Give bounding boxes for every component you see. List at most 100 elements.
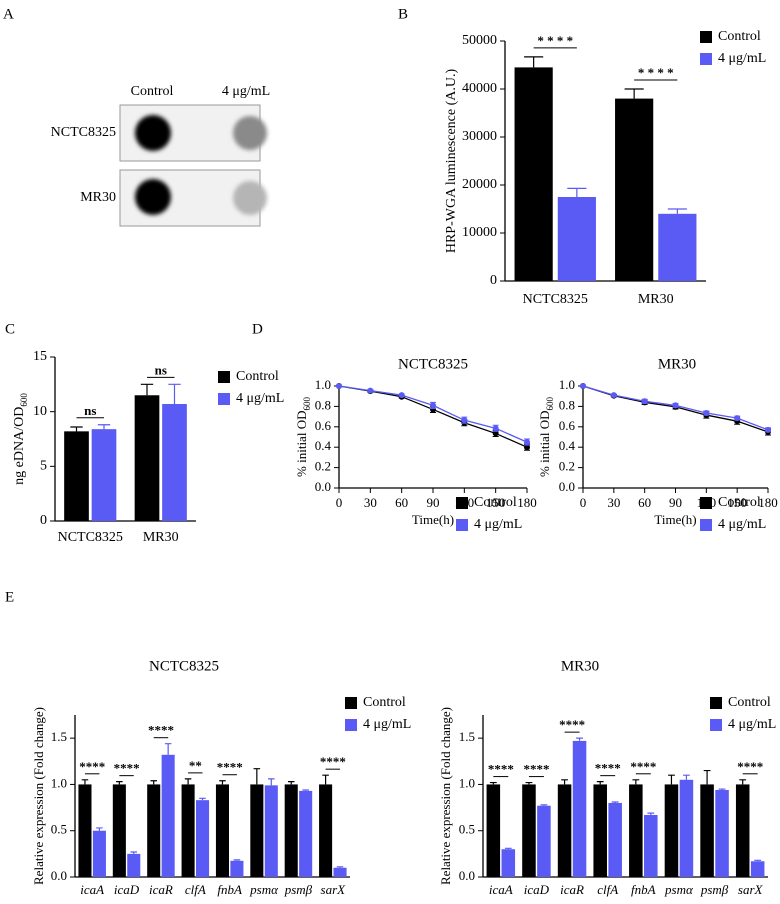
y-tick-label: 50000 [462,33,497,48]
bar [64,431,89,521]
y-tick-label: 0.2 [559,459,575,474]
error-bar [336,866,344,868]
x-tick-label: sarX [738,882,764,897]
bar [112,784,126,877]
legend-label: Control [718,495,761,510]
x-tick-label: psmα [249,882,279,897]
significance-label: **** [114,761,140,776]
significance-label: ** [189,758,202,773]
y-axis-label-text: % initial OD [294,411,309,477]
x-tick-label: 60 [638,495,651,510]
blot-column: 4 μg/mL [222,84,270,99]
y-tick-label: 0.0 [315,479,331,494]
error-bar [164,743,172,755]
error-bar [302,789,309,791]
y-tick-label: 0.4 [315,438,332,453]
y-tick-label: 10000 [462,225,497,240]
error-bar [81,779,89,785]
y-tick-label: 0.5 [51,822,67,837]
x-tick-label: psmβ [284,882,313,897]
error-bar [667,208,687,214]
y-axis-label: % initial OD600 [537,397,555,477]
legend-label: 4 μg/mL [474,517,522,532]
y-tick-label: 0.4 [559,438,576,453]
x-tick-label: clfA [597,882,618,897]
y-axis-label-text: % initial OD [537,411,552,477]
bar [215,784,229,877]
y-tick-label: 20000 [462,177,497,192]
x-tick-label: 0 [336,495,343,510]
error-bar [739,779,747,785]
point [461,417,468,424]
bar [557,784,572,877]
bar [608,802,622,877]
error-bar [567,187,587,197]
error-bar [718,788,726,790]
point [492,425,499,432]
chart-title: MR30 [658,356,696,372]
x-tick-label: 90 [427,495,440,510]
series-line [338,385,528,443]
bar [264,785,278,877]
point [641,398,648,405]
x-tick-label: icaR [149,882,173,897]
bar [593,784,607,877]
significance-label: **** [523,762,549,777]
y-tick-label: 0.0 [459,868,475,883]
significance-label: **** [595,761,621,776]
bar [514,67,553,282]
bar [147,784,161,877]
x-tick-label: clfA [185,882,206,897]
bar [664,784,679,877]
legend-swatch [218,393,230,405]
y-axis-label: Relative expression (Fold change) [31,707,46,885]
bar [161,754,175,877]
bar [522,784,536,877]
panel-label: C [5,321,15,337]
bar [735,784,750,877]
error-bar [489,781,497,785]
y-tick-label: 0.6 [559,418,576,433]
y-tick-label: 0.0 [51,868,67,883]
legend-label: Control [363,695,406,710]
y-tick-label: 0.8 [559,397,575,412]
y-axis-label-sub: 600 [302,397,312,411]
x-tick-label: 180 [758,495,778,510]
point [672,402,679,409]
error-bar [540,804,548,806]
x-tick-label: NCTC8325 [58,530,123,545]
bar [501,849,516,877]
x-tick-label: icaA [489,882,513,897]
y-axis-label-sub: 600 [19,393,29,407]
significance-label: **** [559,717,585,732]
error-bar [754,859,762,862]
significance-label: **** [488,762,514,777]
panel-label: D [252,321,263,337]
y-tick-label: 1.0 [459,775,475,790]
error-bar [647,812,655,815]
y-axis-label-text: ng eDNA/OD [12,407,27,485]
y-tick-label: 30000 [462,129,497,144]
blot-dot [233,116,267,150]
significance-label: **** [737,759,763,774]
x-axis-label: Time(h) [654,512,696,527]
error-bar [683,774,690,780]
bar [299,790,313,877]
point [765,426,771,433]
legend-swatch [700,53,712,65]
point [734,415,741,422]
x-tick-label: 150 [727,495,747,510]
error-bar [668,774,675,785]
y-tick-label: 0.5 [459,822,475,837]
x-tick-label: sarX [321,882,347,897]
bar [557,197,596,281]
bar [92,830,106,877]
bar [572,740,587,877]
point [367,387,374,394]
x-tick-label: 30 [364,495,377,510]
error-bar [268,778,275,786]
error-bar [596,781,604,785]
x-tick-label: psmα [664,882,694,897]
y-axis-label: ng eDNA/OD600 [12,393,29,485]
point [703,410,710,417]
